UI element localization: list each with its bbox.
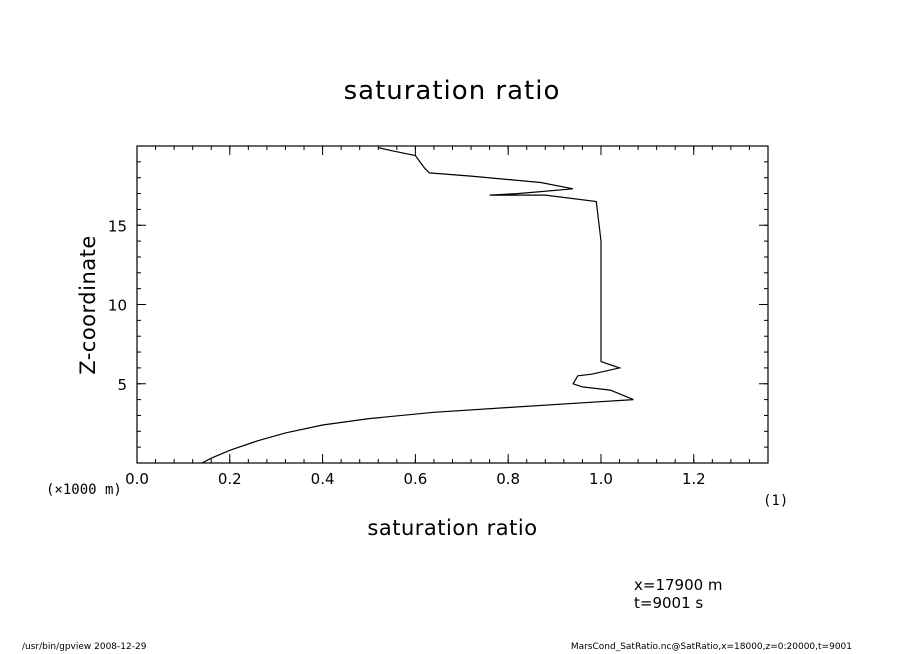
x-axis-label: saturation ratio <box>367 516 538 540</box>
x-tick-label: 1.0 <box>589 470 613 488</box>
y-tick-label: 5 <box>117 376 127 394</box>
y-tick-label: 15 <box>108 217 127 235</box>
x-tick-label: 0.4 <box>311 470 335 488</box>
chart-title: saturation ratio <box>343 76 561 106</box>
plot-frame <box>136 145 769 464</box>
axis-tick-labels: 0.0 0.2 0.4 0.6 0.8 1.0 1.2 5 10 15 <box>108 217 706 488</box>
x-tick-label: 0.6 <box>403 470 427 488</box>
x-coordinate-info: x=17900 m <box>634 576 723 594</box>
x-axis-unit: (1) <box>763 493 789 509</box>
x-tick-label: 0.8 <box>496 470 520 488</box>
y-tick-label: 10 <box>108 297 127 315</box>
footer-program-date: /usr/bin/gpview 2008-12-29 <box>22 642 147 652</box>
footer-data-source: MarsCond_SatRatio.nc@SatRatio,x=18000,z=… <box>570 642 852 652</box>
y-axis-label: Z-coordinate <box>76 235 100 375</box>
slice-info: x=17900 m t=9001 s <box>634 576 723 612</box>
series-line-saturation-ratio <box>201 147 634 464</box>
y-axis-unit: (×1000 m) <box>46 482 122 498</box>
x-tick-label: 0.2 <box>218 470 242 488</box>
axis-ticks <box>136 145 769 464</box>
time-info: t=9001 s <box>634 594 704 612</box>
x-tick-label: 1.2 <box>682 470 706 488</box>
x-tick-label: 0.0 <box>125 470 149 488</box>
